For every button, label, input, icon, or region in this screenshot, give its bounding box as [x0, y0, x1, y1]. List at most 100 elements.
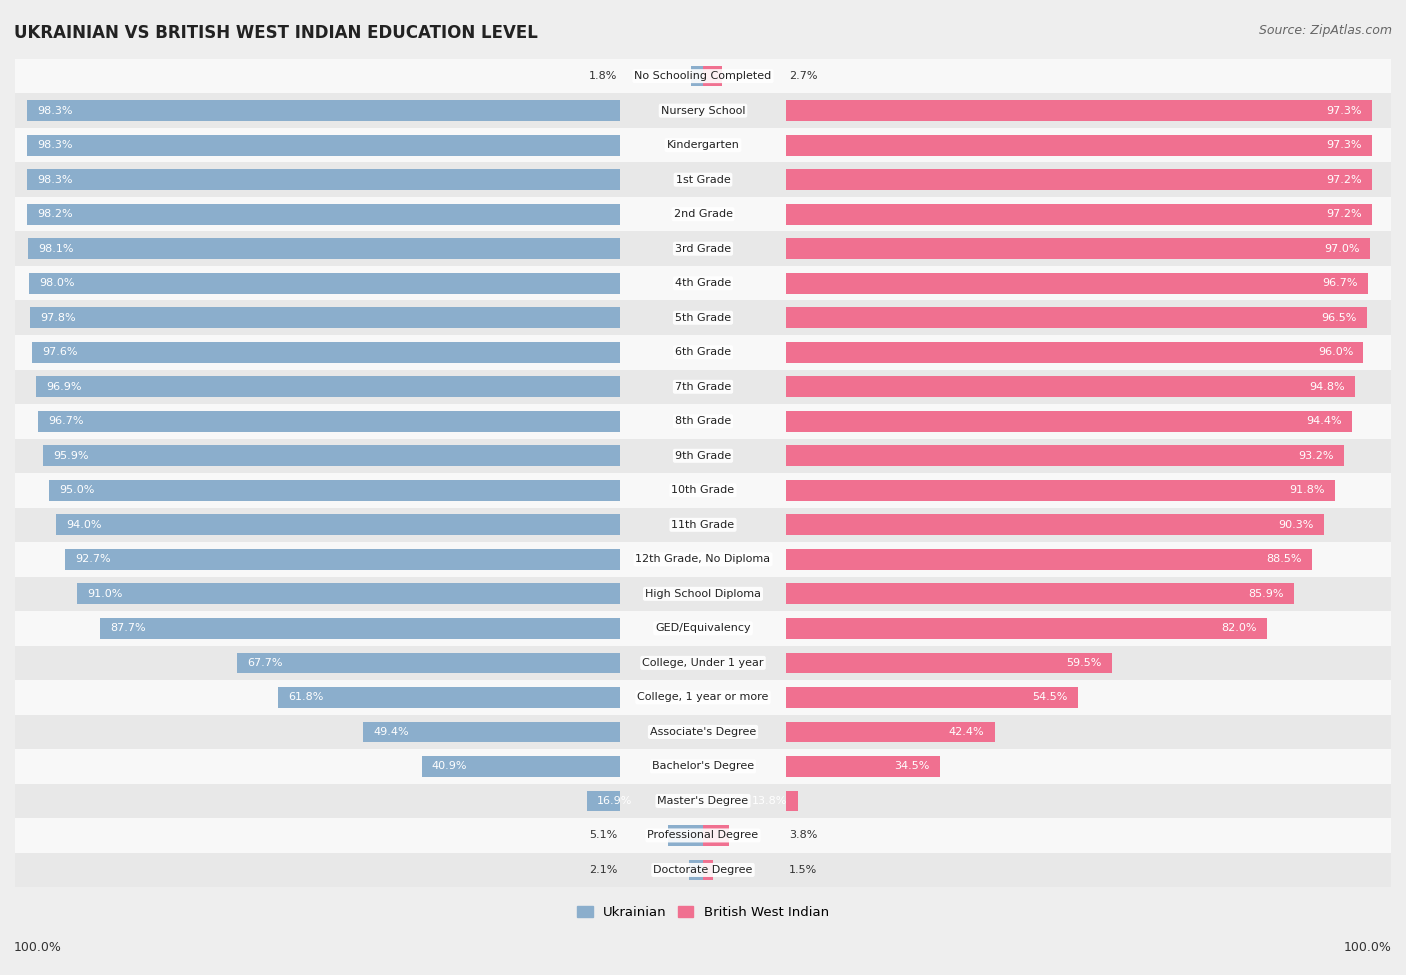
Text: 94.8%: 94.8% [1309, 382, 1346, 392]
Bar [786, 273, 1368, 293]
Bar [15, 749, 1391, 784]
Text: Doctorate Degree: Doctorate Degree [654, 865, 752, 875]
Text: 96.5%: 96.5% [1322, 313, 1357, 323]
Bar [586, 791, 620, 811]
Bar [15, 197, 1391, 231]
Bar [44, 446, 620, 466]
Bar [49, 480, 620, 500]
Text: 93.2%: 93.2% [1298, 450, 1334, 461]
Text: No Schooling Completed: No Schooling Completed [634, 71, 772, 81]
Bar [786, 342, 1364, 363]
Text: 34.5%: 34.5% [894, 761, 929, 771]
Bar [15, 576, 1391, 611]
Text: 2.7%: 2.7% [789, 71, 817, 81]
Text: College, Under 1 year: College, Under 1 year [643, 658, 763, 668]
Bar [15, 266, 1391, 300]
Text: 96.9%: 96.9% [46, 382, 82, 392]
Text: 92.7%: 92.7% [76, 555, 111, 565]
Legend: Ukrainian, British West Indian: Ukrainian, British West Indian [572, 901, 834, 924]
Text: 95.0%: 95.0% [59, 486, 96, 495]
Text: 1.5%: 1.5% [789, 865, 817, 875]
Bar [56, 515, 620, 535]
Text: Bachelor's Degree: Bachelor's Degree [652, 761, 754, 771]
Text: 98.0%: 98.0% [39, 278, 75, 289]
Bar [15, 335, 1391, 370]
Text: 97.2%: 97.2% [1326, 210, 1361, 219]
Text: 94.0%: 94.0% [66, 520, 103, 529]
Bar [278, 687, 620, 708]
Bar [786, 307, 1367, 328]
Bar [786, 791, 799, 811]
Bar [15, 645, 1391, 681]
Bar [786, 549, 1312, 569]
Bar [38, 410, 620, 432]
Bar [786, 204, 1372, 224]
Bar [15, 300, 1391, 335]
Bar [786, 170, 1372, 190]
Bar [786, 135, 1372, 156]
Text: 95.9%: 95.9% [53, 450, 89, 461]
Text: 96.7%: 96.7% [48, 416, 83, 426]
Text: 3rd Grade: 3rd Grade [675, 244, 731, 254]
Text: College, 1 year or more: College, 1 year or more [637, 692, 769, 702]
Text: 9th Grade: 9th Grade [675, 450, 731, 461]
Text: 97.6%: 97.6% [42, 347, 77, 357]
Text: 12th Grade, No Diploma: 12th Grade, No Diploma [636, 555, 770, 565]
Bar [786, 410, 1353, 432]
Bar [786, 480, 1334, 500]
Bar [15, 163, 1391, 197]
Text: High School Diploma: High School Diploma [645, 589, 761, 599]
Text: 6th Grade: 6th Grade [675, 347, 731, 357]
Text: 59.5%: 59.5% [1067, 658, 1102, 668]
Bar [15, 853, 1391, 887]
Bar [786, 376, 1355, 397]
Text: 97.0%: 97.0% [1324, 244, 1360, 254]
Bar [703, 860, 713, 880]
Bar [786, 756, 941, 777]
Bar [786, 722, 994, 742]
Bar [28, 273, 620, 293]
Bar [363, 722, 620, 742]
Text: 61.8%: 61.8% [288, 692, 323, 702]
Text: 3.8%: 3.8% [789, 831, 817, 840]
Bar [27, 204, 620, 224]
Text: 16.9%: 16.9% [598, 796, 633, 806]
Text: 96.7%: 96.7% [1323, 278, 1358, 289]
Text: 8th Grade: 8th Grade [675, 416, 731, 426]
Bar [15, 58, 1391, 94]
Bar [65, 549, 620, 569]
Bar [422, 756, 620, 777]
Text: Kindergarten: Kindergarten [666, 140, 740, 150]
Text: UKRAINIAN VS BRITISH WEST INDIAN EDUCATION LEVEL: UKRAINIAN VS BRITISH WEST INDIAN EDUCATI… [14, 24, 538, 42]
Bar [15, 784, 1391, 818]
Bar [786, 687, 1078, 708]
Text: 87.7%: 87.7% [110, 623, 146, 634]
Text: 1st Grade: 1st Grade [676, 175, 730, 184]
Text: 100.0%: 100.0% [14, 941, 62, 954]
Bar [786, 100, 1372, 121]
Text: 13.8%: 13.8% [752, 796, 787, 806]
Text: 7th Grade: 7th Grade [675, 382, 731, 392]
Text: Source: ZipAtlas.com: Source: ZipAtlas.com [1258, 24, 1392, 37]
Bar [15, 508, 1391, 542]
Text: 97.3%: 97.3% [1327, 105, 1362, 116]
Bar [690, 65, 703, 87]
Text: 98.1%: 98.1% [38, 244, 75, 254]
Text: Associate's Degree: Associate's Degree [650, 727, 756, 737]
Bar [30, 307, 620, 328]
Bar [689, 860, 703, 880]
Bar [786, 446, 1344, 466]
Text: GED/Equivalency: GED/Equivalency [655, 623, 751, 634]
Bar [703, 825, 730, 845]
Text: Professional Degree: Professional Degree [647, 831, 759, 840]
Bar [15, 128, 1391, 163]
Text: 96.0%: 96.0% [1317, 347, 1353, 357]
Bar [100, 618, 620, 639]
Text: 67.7%: 67.7% [247, 658, 283, 668]
Bar [31, 342, 620, 363]
Bar [28, 238, 620, 259]
Text: 98.3%: 98.3% [37, 105, 73, 116]
Text: Nursery School: Nursery School [661, 105, 745, 116]
Text: 4th Grade: 4th Grade [675, 278, 731, 289]
Bar [703, 65, 721, 87]
